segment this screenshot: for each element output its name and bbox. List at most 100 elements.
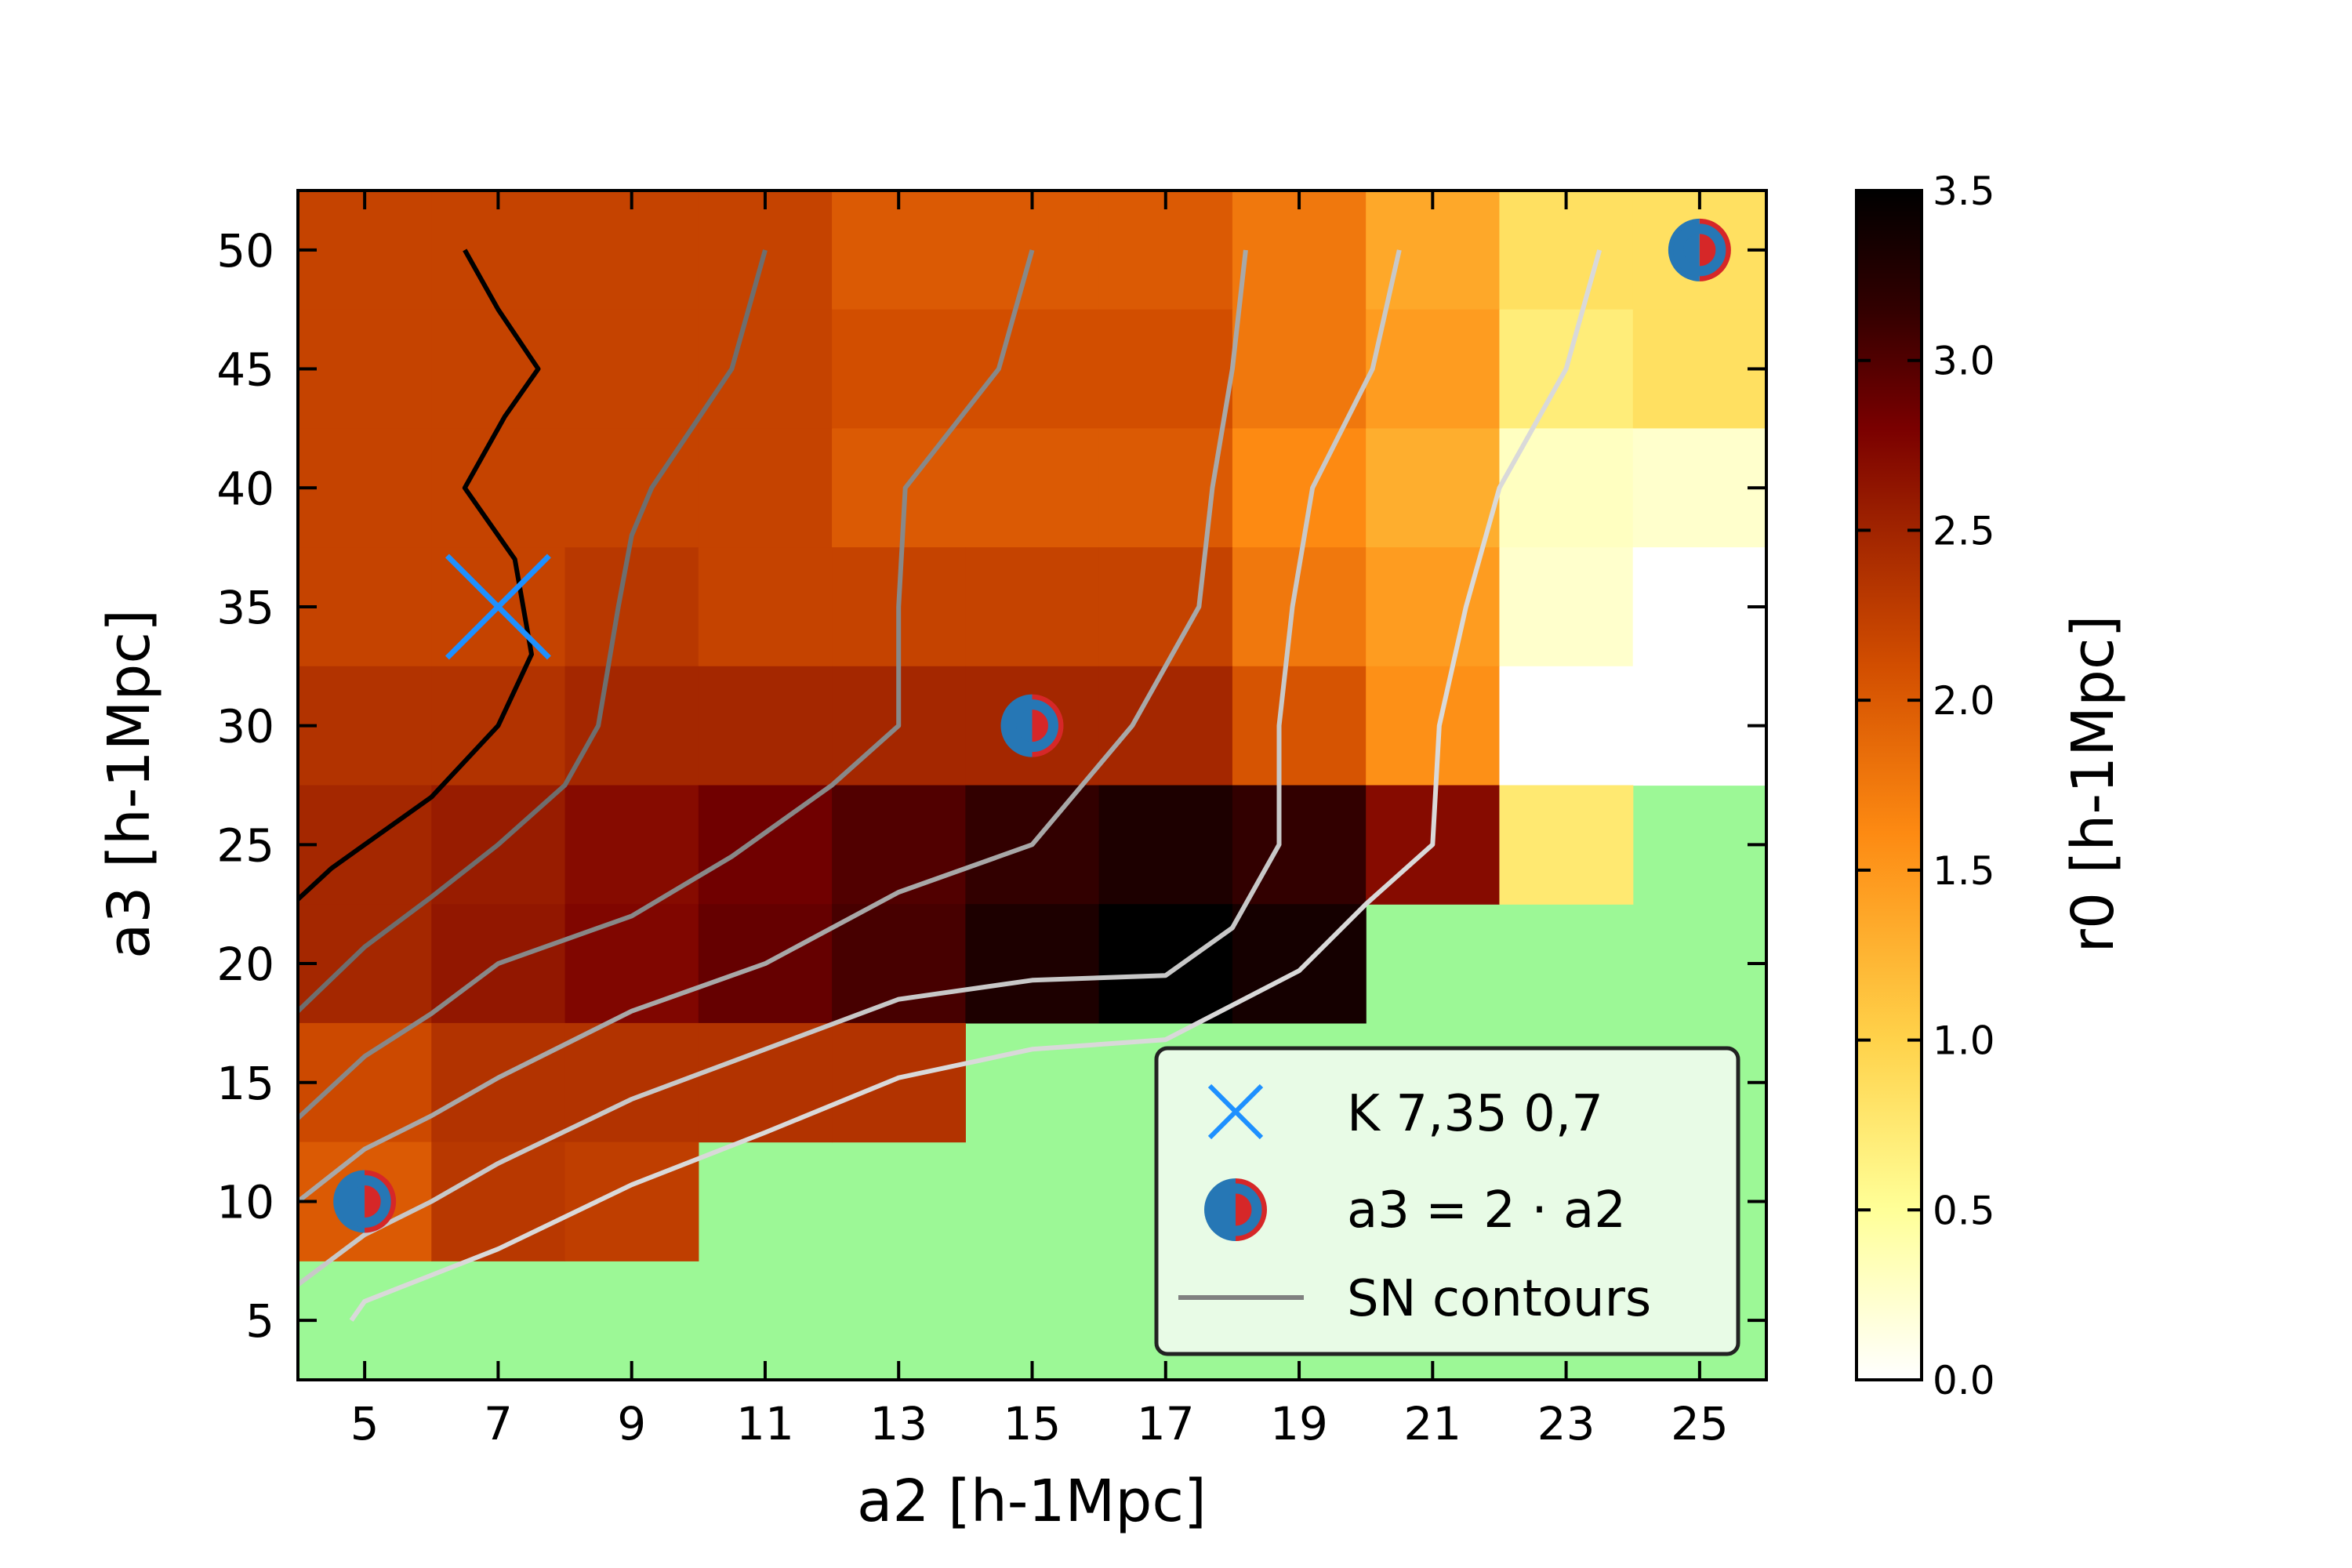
- heatmap-cell: [1499, 785, 1634, 905]
- heatmap-cell: [1499, 547, 1634, 667]
- heatmap-cell: [1098, 191, 1233, 310]
- heatmap-cell: [1499, 666, 1634, 786]
- half-circle-marker-ring: [338, 1174, 391, 1228]
- legend-entry-half-circle: a3 = 2 · a2: [1204, 1178, 1626, 1241]
- y-axis: 5 10 15 20 25 30 35 40 45 50: [216, 224, 1766, 1348]
- heatmap-cell: [298, 547, 432, 667]
- legend-entry-cross: K 7,35 0,7: [1207, 1083, 1603, 1143]
- half-circle-ring-icon: [1209, 1183, 1262, 1236]
- cross-marker: [445, 554, 551, 660]
- colorbar-tick-label: 3.0: [1933, 339, 1995, 384]
- x-tick-label: 15: [1004, 1397, 1062, 1450]
- colorbar-ticks: 0.0 0.5 1.0 1.5 2.0 2.5 3.0 3.5: [1857, 169, 1995, 1403]
- legend-entry-contours: SN contours: [1178, 1270, 1651, 1328]
- heatmap-cell: [564, 547, 699, 667]
- heatmap-cell: [1098, 309, 1233, 429]
- heatmap-cell: [1366, 309, 1501, 429]
- heatmap-cell: [965, 547, 1100, 667]
- heatmap-cell: [431, 309, 566, 429]
- heatmap-cell: [832, 428, 966, 548]
- heatmap-cell: [431, 191, 566, 310]
- heatmap-cell: [431, 1022, 566, 1143]
- heatmap-cell: [1632, 428, 1767, 548]
- heatmap-cell: [564, 1142, 699, 1261]
- colorbar-tick-label: 0.5: [1933, 1188, 1995, 1233]
- heatmap-cell: [1499, 191, 1634, 310]
- heatmap-cell: [1098, 666, 1233, 786]
- x-tick-label: 25: [1671, 1397, 1729, 1450]
- heatmap-cell: [698, 785, 833, 905]
- sn-contour-line: [298, 249, 1248, 1203]
- legend-label-half-circle: a3 = 2 · a2: [1347, 1181, 1626, 1240]
- sn-contour-line: [298, 249, 1035, 1120]
- heatmap-cell: [698, 428, 833, 548]
- x-tick-label: 19: [1270, 1397, 1328, 1450]
- x-tick-label: 13: [869, 1397, 927, 1450]
- heatmap-cell: [1632, 547, 1767, 667]
- x-axis-title: a2 [h-1Mpc]: [857, 1468, 1207, 1535]
- x-tick-label: 5: [350, 1397, 379, 1450]
- heatmap-cell: [832, 785, 966, 905]
- heatmap-cell: [965, 428, 1100, 548]
- y-tick-label: 15: [216, 1057, 274, 1110]
- heatmap-cell: [298, 309, 432, 429]
- colorbar-tick-label: 0.0: [1933, 1358, 1995, 1403]
- colorbar-tick-label: 1.0: [1933, 1018, 1995, 1064]
- heatmap-cell: [1098, 904, 1233, 1024]
- heatmap-cell: [832, 1022, 966, 1143]
- heatmap-cell: [1098, 547, 1233, 667]
- y-tick-label: 45: [216, 343, 274, 397]
- heatmap-cell: [564, 309, 699, 429]
- half-circle-marker-ring: [1006, 699, 1058, 753]
- heatmap-cell: [1366, 428, 1501, 548]
- y-tick-label: 35: [216, 581, 274, 634]
- heatmap-cell: [431, 428, 566, 548]
- heatmap-cell: [1232, 309, 1367, 429]
- heatmap-cell: [564, 785, 699, 905]
- colorbar-tick-label: 1.5: [1933, 848, 1995, 894]
- heatmap-cell: [298, 1022, 432, 1143]
- colorbar: 0.0 0.5 1.0 1.5 2.0 2.5 3.0 3.5: [1855, 169, 1995, 1403]
- plot-area: 5 7 9 11 13 15 17 19 21 23 25 5 10 15 20 25 30 35 40 45 50: [216, 189, 1768, 1450]
- heatmap-cell: [1232, 785, 1367, 905]
- heatmap-cell: [1499, 428, 1634, 548]
- sn-contour-line: [298, 249, 1402, 1287]
- heatmap-cell: [698, 309, 833, 429]
- colorbar-tick-label: 2.0: [1933, 678, 1995, 724]
- legend-box: [1154, 1046, 1740, 1356]
- x-tick-label: 11: [736, 1397, 794, 1450]
- heatmap-cell: [1366, 666, 1501, 786]
- markers: [333, 218, 1731, 1233]
- y-tick-label: 5: [245, 1294, 274, 1348]
- y-tick-label: 50: [216, 224, 274, 278]
- heatmap-cell: [1098, 785, 1233, 905]
- x-axis: 5 7 9 11 13 15 17 19 21 23 25: [350, 191, 1729, 1450]
- sn-contour-line: [298, 249, 768, 1013]
- y-tick-label: 25: [216, 818, 274, 872]
- heatmap-cell: [698, 547, 833, 667]
- colorbar-tick-label: 2.5: [1933, 508, 1995, 554]
- heatmap-cell: [1232, 191, 1367, 310]
- heatmap-cell: [564, 666, 699, 786]
- heatmap-cell: [298, 191, 432, 310]
- sn-contours: [298, 249, 1602, 1322]
- legend-label-contours: SN contours: [1347, 1270, 1651, 1328]
- half-circle-marker-ring: [1673, 223, 1726, 277]
- heatmap-cell: [298, 428, 432, 548]
- heatmap-cell: [1632, 666, 1767, 786]
- heatmap-cell: [564, 191, 699, 310]
- y-tick-label: 30: [216, 700, 274, 753]
- heatmap-cell: [1232, 666, 1367, 786]
- heatmap-cell: [698, 666, 833, 786]
- heatmap-cell: [965, 904, 1100, 1024]
- colorbar-gradient: [1855, 189, 1923, 1381]
- heatmap-cell: [298, 904, 432, 1024]
- sn-contour-line: [298, 249, 541, 902]
- y-tick-label: 20: [216, 938, 274, 991]
- heatmap-cell: [832, 904, 966, 1024]
- colorbar-title: r0 [h-1Mpc]: [2060, 615, 2127, 953]
- y-tick-label: 40: [216, 462, 274, 515]
- heatmap-cell: [832, 191, 966, 310]
- y-tick-label: 10: [216, 1175, 274, 1229]
- x-tick-label: 7: [484, 1397, 513, 1450]
